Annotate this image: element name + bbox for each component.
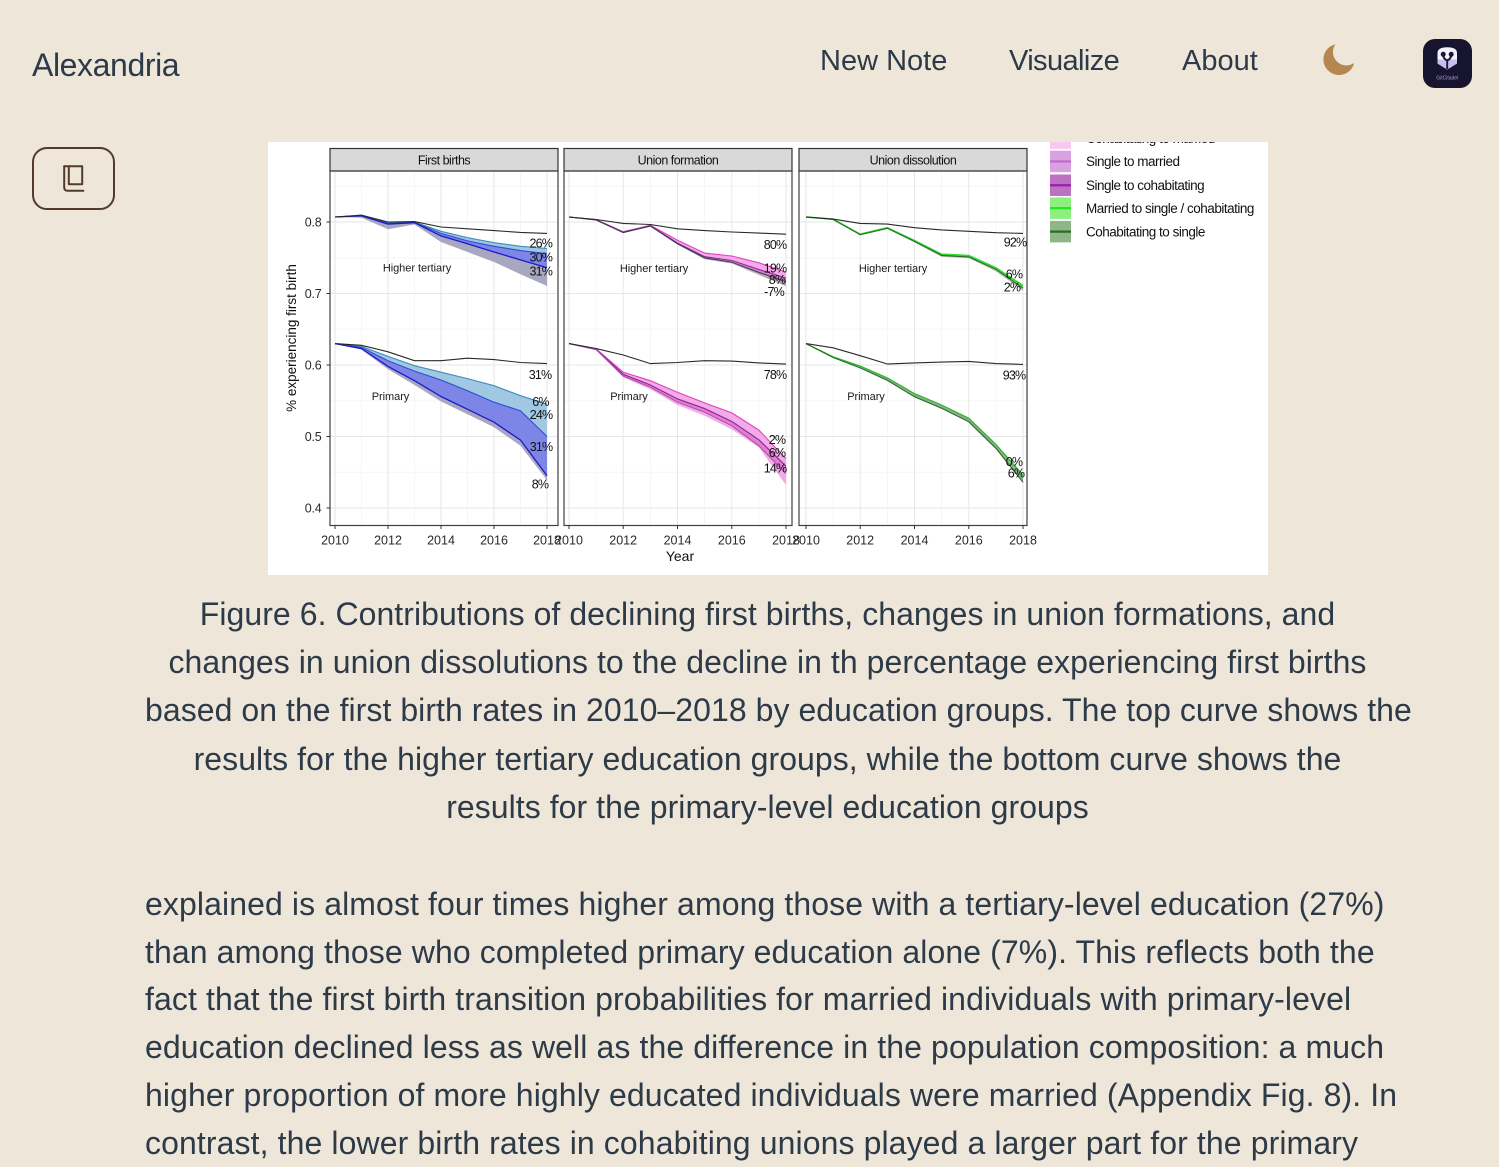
svg-text:% experiencing first birth: % experiencing first birth	[284, 264, 299, 412]
svg-text:2%: 2%	[769, 433, 786, 447]
svg-text:First births: First births	[418, 153, 471, 167]
svg-text:2010: 2010	[321, 534, 349, 548]
svg-text:6%: 6%	[1008, 467, 1025, 481]
svg-text:6%: 6%	[769, 446, 786, 460]
svg-text:2012: 2012	[609, 534, 637, 548]
svg-text:-7%: -7%	[764, 285, 785, 299]
svg-text:2014: 2014	[901, 534, 929, 548]
svg-text:8%: 8%	[532, 478, 549, 492]
svg-text:2%: 2%	[1004, 280, 1021, 294]
svg-text:0.5: 0.5	[305, 430, 322, 444]
svg-text:2012: 2012	[846, 534, 874, 548]
svg-text:2016: 2016	[955, 534, 983, 548]
svg-text:78%: 78%	[764, 368, 787, 382]
svg-text:GitCitadel: GitCitadel	[1436, 76, 1458, 82]
svg-text:31%: 31%	[529, 368, 552, 382]
svg-text:2010: 2010	[555, 534, 583, 548]
svg-text:Single to cohabitating: Single to cohabitating	[1086, 178, 1204, 193]
svg-text:Union formation: Union formation	[638, 153, 719, 167]
svg-text:24%: 24%	[530, 408, 553, 422]
svg-text:2016: 2016	[480, 534, 508, 548]
svg-text:0.7: 0.7	[305, 287, 322, 301]
svg-text:0.6: 0.6	[305, 359, 322, 373]
svg-text:2018: 2018	[772, 534, 800, 548]
svg-text:14%: 14%	[764, 461, 787, 475]
svg-text:6%: 6%	[1006, 268, 1023, 282]
svg-text:Higher tertiary: Higher tertiary	[383, 263, 452, 275]
svg-text:Higher tertiary: Higher tertiary	[620, 263, 689, 275]
svg-text:2014: 2014	[664, 534, 692, 548]
svg-text:26%: 26%	[529, 237, 552, 251]
svg-text:92%: 92%	[1004, 236, 1027, 250]
svg-text:19%: 19%	[764, 262, 787, 276]
svg-text:80%: 80%	[764, 238, 787, 252]
svg-text:8%: 8%	[769, 273, 786, 287]
svg-text:30%: 30%	[529, 251, 552, 265]
svg-text:31%: 31%	[530, 440, 553, 454]
svg-text:0.4: 0.4	[305, 502, 322, 516]
svg-text:Year: Year	[666, 548, 695, 564]
svg-text:Cohabitating to married: Cohabitating to married	[1086, 142, 1215, 146]
svg-text:2018: 2018	[1009, 534, 1037, 548]
svg-text:Higher tertiary: Higher tertiary	[859, 263, 928, 275]
svg-text:31%: 31%	[529, 265, 552, 279]
svg-text:93%: 93%	[1003, 369, 1026, 383]
svg-text:2010: 2010	[792, 534, 820, 548]
svg-text:Union dissolution: Union dissolution	[870, 153, 957, 167]
svg-text:0%: 0%	[1006, 455, 1023, 469]
svg-text:2016: 2016	[718, 534, 746, 548]
svg-text:Primary: Primary	[372, 391, 410, 403]
svg-text:2018: 2018	[533, 534, 561, 548]
svg-text:Primary: Primary	[847, 391, 885, 403]
svg-text:6%: 6%	[532, 395, 549, 409]
svg-text:Primary: Primary	[610, 391, 648, 403]
svg-text:Single to married: Single to married	[1086, 154, 1180, 169]
svg-text:0.8: 0.8	[305, 216, 322, 230]
svg-text:Married to single / cohabitati: Married to single / cohabitating	[1086, 201, 1254, 216]
svg-text:2012: 2012	[374, 534, 402, 548]
svg-text:Cohabitating to single: Cohabitating to single	[1086, 224, 1205, 239]
svg-text:2014: 2014	[427, 534, 455, 548]
